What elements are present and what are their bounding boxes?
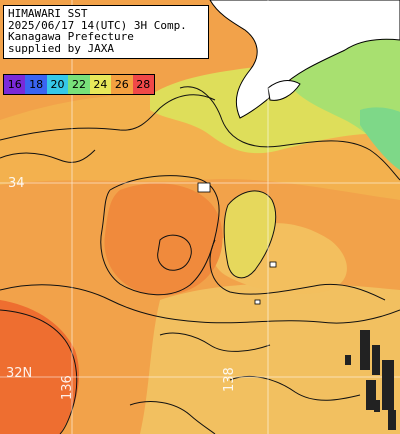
legend-swatch-20: 20 bbox=[46, 75, 69, 94]
sea-warm-pool bbox=[104, 183, 223, 296]
islands bbox=[197, 182, 277, 305]
info-datetime: 2025/06/17 14(UTC) 3H Comp. bbox=[8, 18, 187, 32]
lon-136-label: 136 bbox=[60, 375, 75, 400]
lat-34-label: 34 bbox=[8, 176, 25, 191]
land-point bbox=[267, 80, 301, 101]
lon-138-label: 138 bbox=[222, 367, 237, 392]
legend-swatch-24: 24 bbox=[89, 75, 112, 94]
info-title: HIMAWARI SST bbox=[8, 7, 88, 20]
sea-band-south bbox=[140, 283, 400, 434]
cloud-mask bbox=[345, 330, 396, 430]
lat-32-label: 32N bbox=[6, 366, 33, 381]
info-box: HIMAWARI SST 2025/06/17 14(UTC) 3H Comp.… bbox=[3, 5, 209, 59]
info-source: supplied by JAXA bbox=[8, 41, 114, 55]
land-mainland bbox=[209, 0, 400, 119]
peninsula-lobe bbox=[224, 190, 276, 278]
info-region: Kanagawa Prefecture bbox=[8, 30, 134, 43]
legend-swatch-18: 18 bbox=[25, 75, 47, 94]
legend-swatch-22: 22 bbox=[68, 75, 90, 94]
legend-swatch-28: 28 bbox=[132, 75, 154, 94]
legend-swatch-26: 26 bbox=[111, 75, 133, 94]
contour-lines bbox=[0, 86, 400, 434]
legend-swatch-16: 16 bbox=[4, 75, 26, 94]
temperature-legend: 16 18 20 22 24 26 28 bbox=[3, 74, 155, 95]
coastal-cyan-ne bbox=[360, 107, 400, 170]
